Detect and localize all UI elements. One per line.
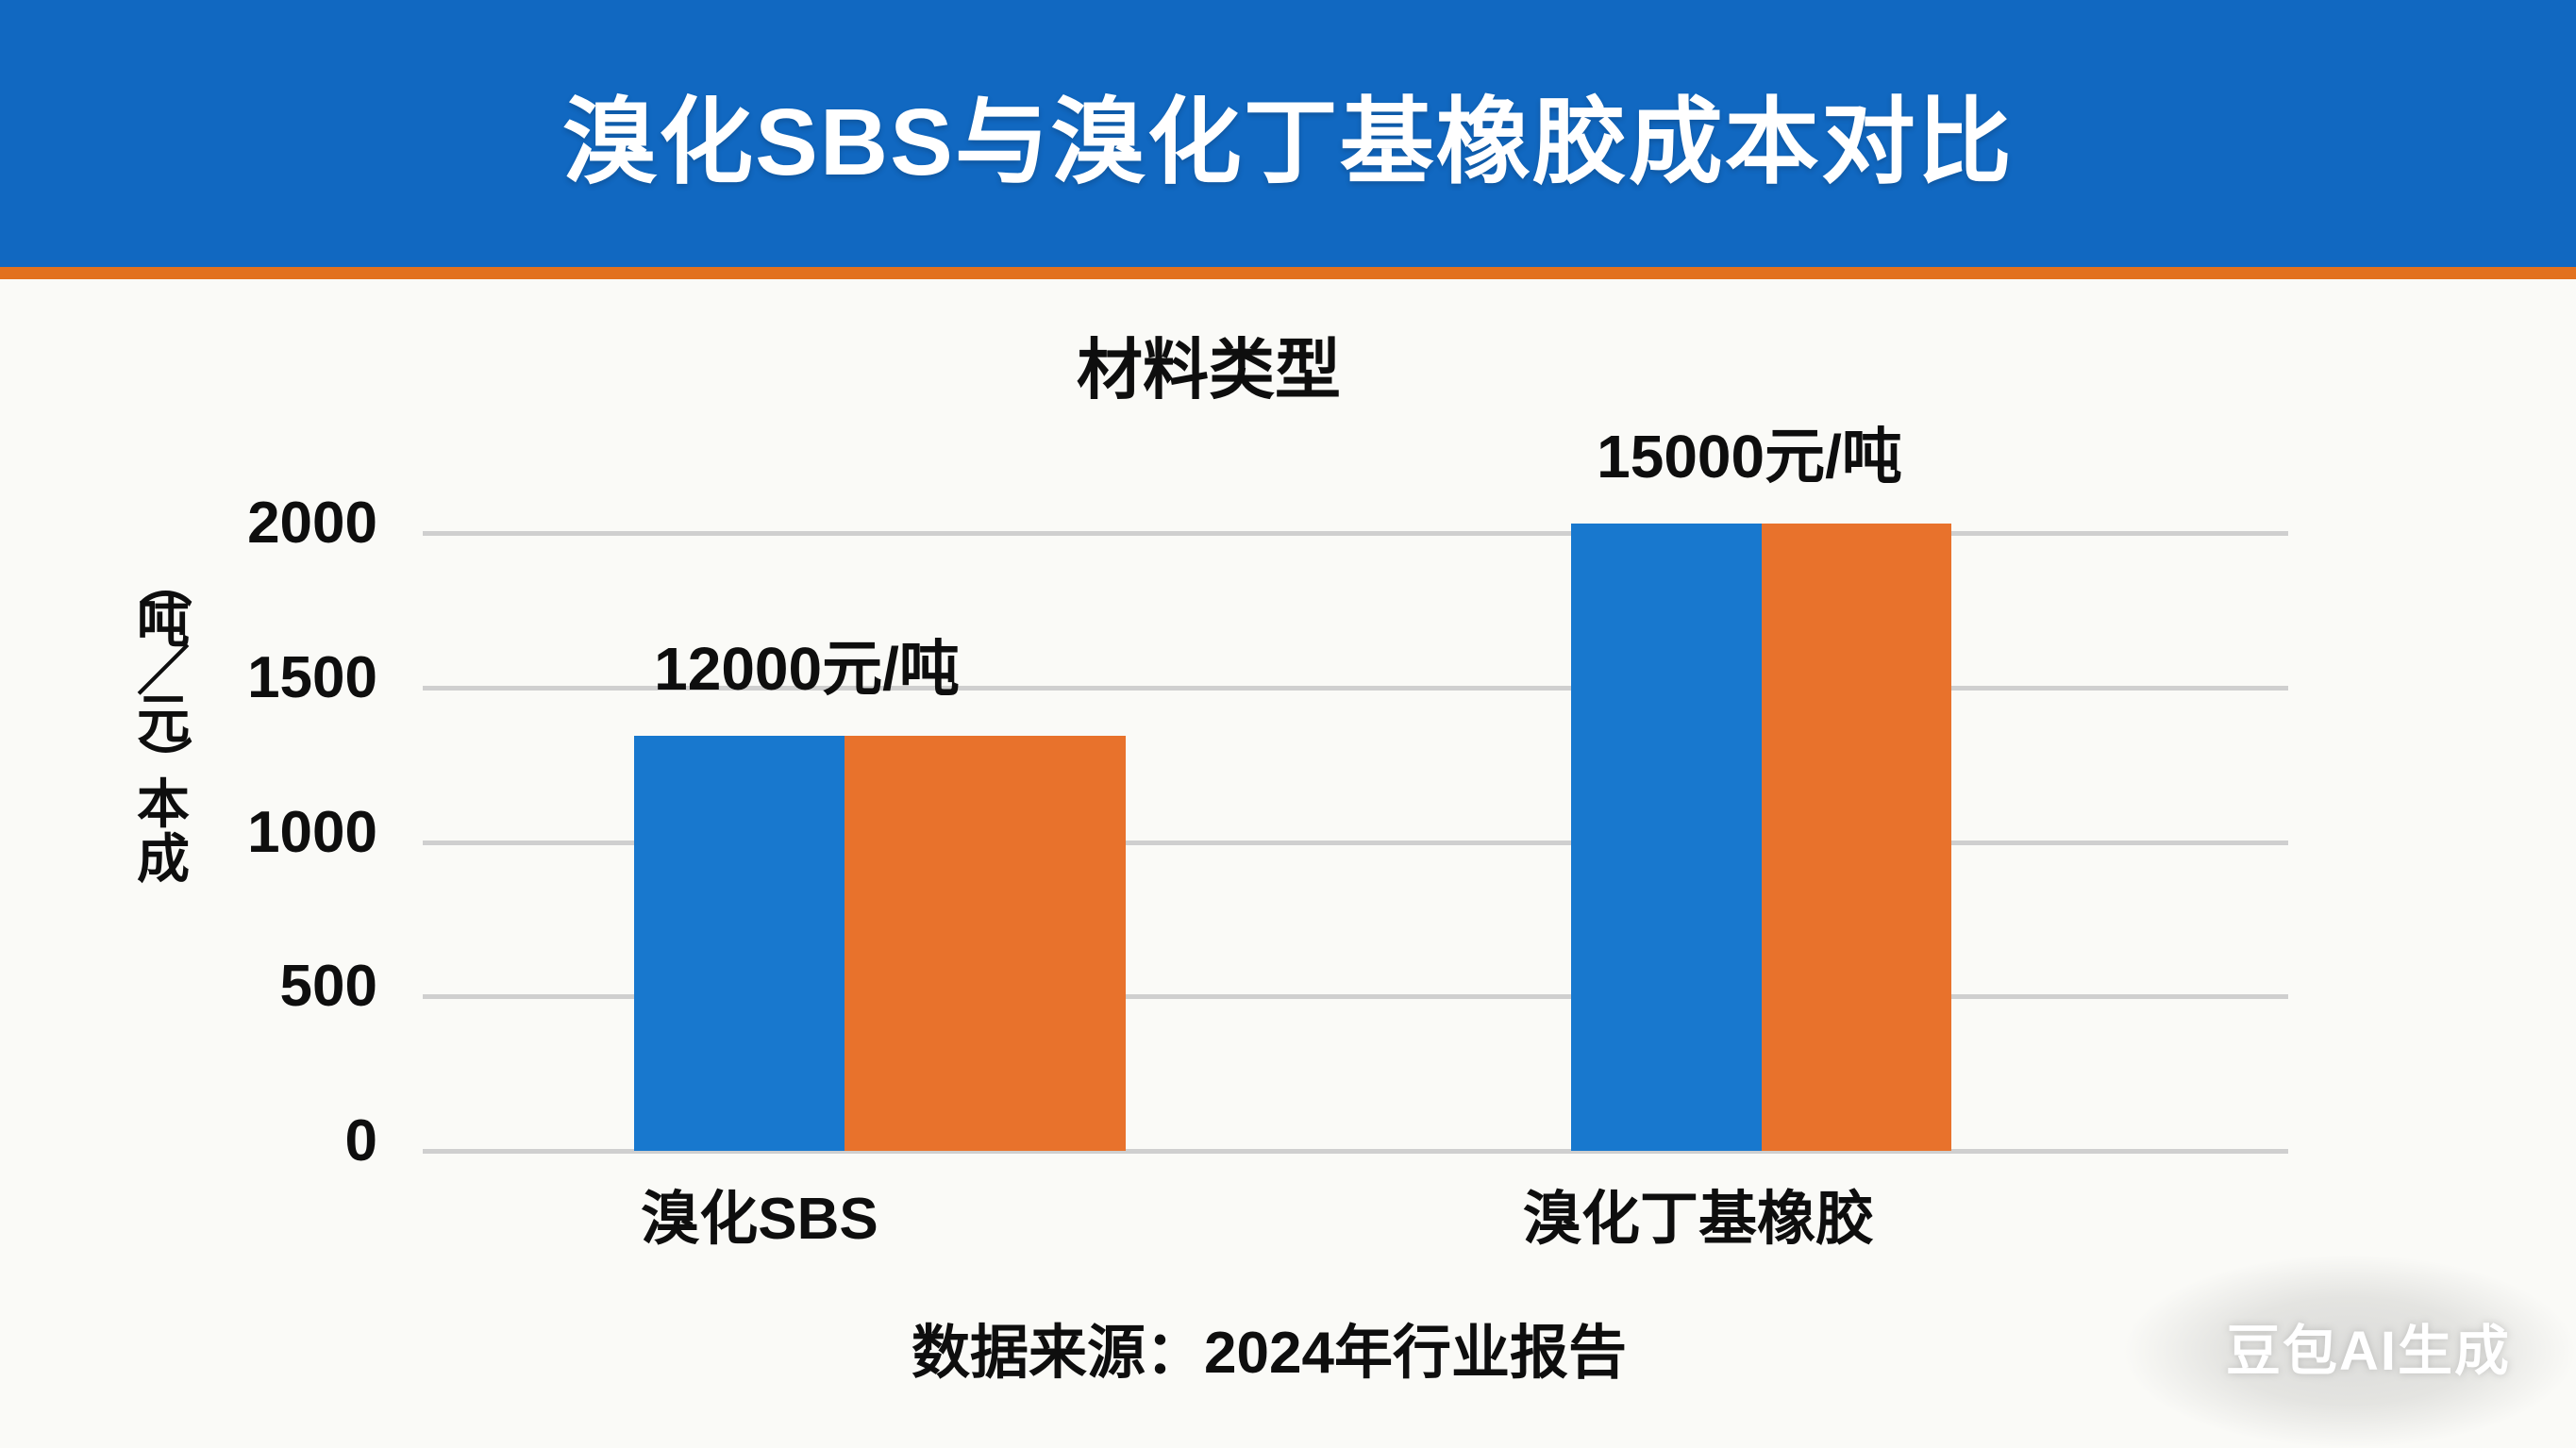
bar-orange xyxy=(845,735,1126,1151)
bar-blue xyxy=(634,735,845,1151)
x-category-label: 溴化丁基橡胶 xyxy=(1522,1187,1874,1252)
gridline xyxy=(423,1149,2288,1154)
header-accent-stripe xyxy=(0,267,2576,279)
gridline xyxy=(423,531,2288,536)
source-note: 数据来源：2024年行业报告 xyxy=(912,1321,1627,1386)
page-title: 溴化SBS与溴化丁基橡胶成本对比 xyxy=(562,90,2014,195)
y-tick-label: 0 xyxy=(344,1108,377,1173)
bar-value-label: 15000元/吨 xyxy=(1597,423,1902,491)
y-axis-label-char: 吨 xyxy=(137,593,190,653)
bar-blue xyxy=(1571,524,1762,1151)
y-tick-label: 1500 xyxy=(247,644,377,710)
watermark-background xyxy=(2123,1255,2576,1448)
chart-title: 材料类型 xyxy=(1077,333,1341,407)
y-axis-label-char: 本 xyxy=(137,774,190,834)
x-category-label: 溴化SBS xyxy=(641,1187,878,1252)
y-axis-label-char: 元 xyxy=(137,690,190,749)
y-axis-label: （吨／元）本成 xyxy=(128,555,198,889)
bar-orange xyxy=(1762,524,1951,1151)
y-tick-label: 2000 xyxy=(247,491,377,556)
y-axis-label-char: 成 xyxy=(137,829,190,889)
y-axis-label-char: ／ xyxy=(137,641,190,701)
header-banner: 溴化SBS与溴化丁基橡胶成本对比 xyxy=(0,0,2576,267)
bar-value-label: 12000元/吨 xyxy=(654,634,960,703)
watermark: 豆包AI生成 xyxy=(2225,1321,2511,1382)
y-tick-label: 1000 xyxy=(247,799,377,865)
y-tick-label: 500 xyxy=(279,954,377,1020)
gridline xyxy=(423,994,2288,1000)
gridline xyxy=(423,840,2288,845)
gridline xyxy=(423,685,2288,691)
